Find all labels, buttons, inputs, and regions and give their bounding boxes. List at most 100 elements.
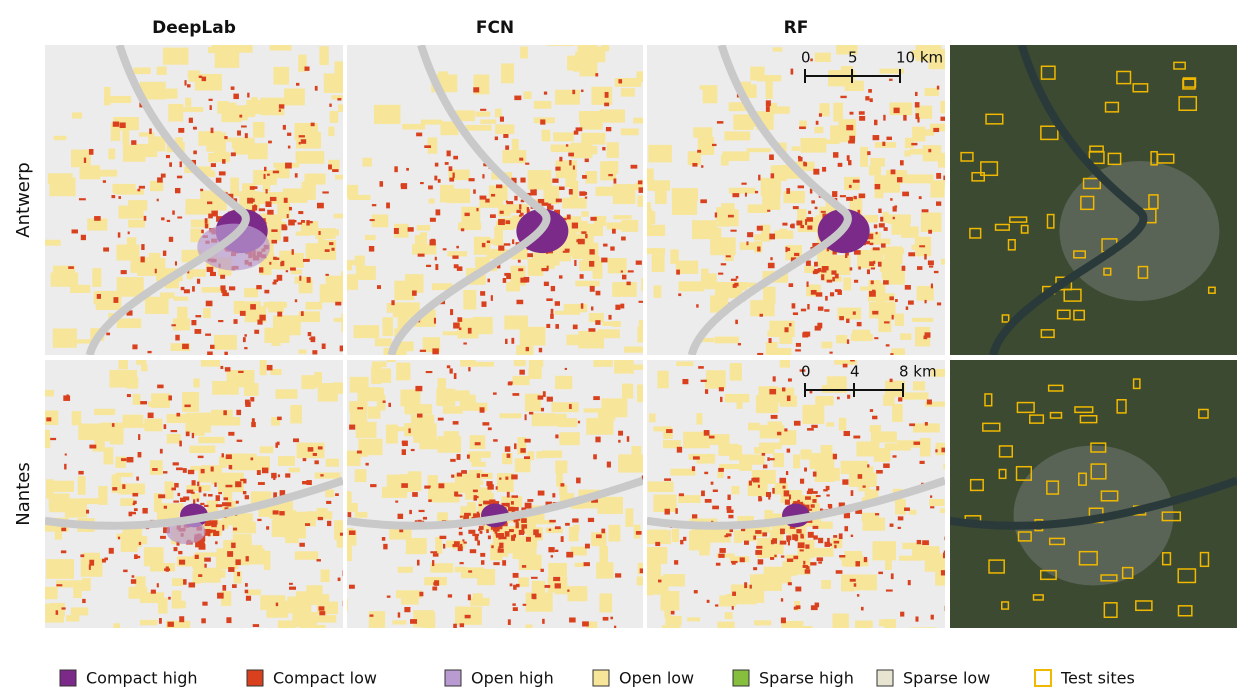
- landcover-patch: [512, 139, 519, 153]
- landcover-patch: [646, 225, 665, 236]
- landcover-patch: [527, 499, 533, 502]
- landcover-patch: [127, 237, 136, 249]
- landcover-patch: [453, 323, 460, 329]
- landcover-patch: [235, 559, 240, 565]
- landcover-patch: [256, 285, 262, 289]
- landcover-patch: [650, 656, 671, 666]
- landcover-patch: [207, 201, 212, 204]
- landcover-patch: [701, 380, 707, 382]
- landcover-patch: [894, 205, 897, 207]
- landcover-patch: [144, 216, 147, 221]
- landcover-patch: [576, 127, 583, 131]
- landcover-patch: [27, 542, 42, 549]
- landcover-patch: [898, 527, 901, 529]
- landcover-patch: [751, 683, 757, 687]
- landcover-patch: [910, 627, 936, 640]
- landcover-patch: [540, 647, 553, 663]
- landcover-patch: [666, 429, 672, 433]
- landcover-patch: [574, 131, 579, 135]
- landcover-patch: [118, 196, 121, 199]
- landcover-patch: [786, 535, 791, 540]
- landcover-patch: [137, 189, 140, 192]
- landcover-patch: [120, 641, 129, 648]
- landcover-patch: [259, 208, 265, 211]
- landcover-patch: [226, 454, 232, 459]
- landcover-patch: [209, 172, 215, 177]
- landcover-patch: [0, 422, 17, 436]
- landcover-patch: [292, 249, 294, 255]
- landcover-patch: [541, 408, 544, 412]
- landcover-patch: [354, 325, 380, 338]
- landcover-patch: [581, 231, 586, 234]
- landcover-patch: [104, 558, 108, 561]
- landcover-patch: [937, 302, 941, 305]
- landcover-patch: [511, 474, 517, 479]
- landcover-patch: [844, 431, 850, 436]
- landcover-patch: [912, 318, 933, 322]
- landcover-patch: [278, 474, 280, 477]
- landcover-patch: [386, 203, 390, 209]
- landcover-patch: [555, 461, 567, 474]
- landcover-patch: [43, 658, 64, 670]
- landcover-patch: [473, 189, 476, 193]
- landcover-patch: [317, 203, 324, 209]
- legend-swatch: [60, 670, 76, 686]
- landcover-patch: [833, 454, 837, 459]
- landcover-patch: [730, 363, 742, 381]
- landcover-patch: [514, 507, 519, 511]
- landcover-patch: [319, 611, 325, 615]
- landcover-patch: [184, 405, 190, 408]
- landcover-patch: [853, 436, 860, 439]
- landcover-patch: [365, 235, 376, 240]
- landcover-patch: [796, 343, 801, 347]
- landcover-patch: [815, 468, 835, 482]
- landcover-patch: [139, 542, 141, 545]
- landcover-patch: [878, 262, 882, 267]
- landcover-patch: [574, 260, 576, 266]
- landcover-patch: [674, 560, 678, 565]
- landcover-patch: [113, 122, 119, 127]
- landcover-patch: [548, 547, 554, 552]
- landcover-patch: [543, 189, 557, 199]
- column-title: RF: [784, 18, 809, 38]
- landcover-patch: [22, 552, 28, 558]
- landcover-patch: [925, 422, 928, 426]
- landcover-patch: [453, 421, 459, 424]
- landcover-patch: [870, 409, 873, 412]
- landcover-patch: [654, 285, 662, 298]
- landcover-patch: [648, 145, 672, 162]
- landcover-patch: [891, 169, 896, 174]
- landcover-patch: [152, 468, 157, 471]
- landcover-patch: [417, 560, 420, 566]
- landcover-patch: [514, 356, 526, 366]
- landcover-patch: [337, 98, 341, 100]
- landcover-patch: [163, 471, 167, 473]
- landcover-patch: [639, 187, 645, 193]
- landcover-patch: [839, 533, 843, 539]
- landcover-patch: [762, 191, 780, 210]
- landcover-patch: [487, 279, 490, 283]
- landcover-patch: [532, 413, 555, 426]
- landcover-patch: [917, 117, 919, 122]
- landcover-patch: [919, 196, 922, 199]
- landcover-patch: [799, 646, 805, 650]
- landcover-patch: [250, 304, 256, 309]
- landcover-patch: [571, 143, 593, 158]
- landcover-patch: [438, 179, 441, 183]
- landcover-patch: [890, 198, 892, 201]
- landcover-patch: [870, 158, 884, 167]
- landcover-patch: [610, 246, 614, 250]
- landcover-patch: [72, 112, 82, 118]
- scale-label: 8 km: [899, 363, 937, 381]
- landcover-patch: [488, 535, 491, 539]
- landcover-patch: [228, 432, 234, 436]
- landcover-patch: [555, 434, 558, 438]
- landcover-patch: [394, 166, 397, 172]
- landcover-patch: [184, 80, 186, 85]
- legend-swatch: [733, 670, 749, 686]
- landcover-patch: [590, 286, 595, 292]
- landcover-patch: [72, 411, 82, 425]
- landcover-patch: [605, 92, 609, 98]
- landcover-patch: [308, 447, 314, 452]
- landcover-patch: [177, 493, 180, 496]
